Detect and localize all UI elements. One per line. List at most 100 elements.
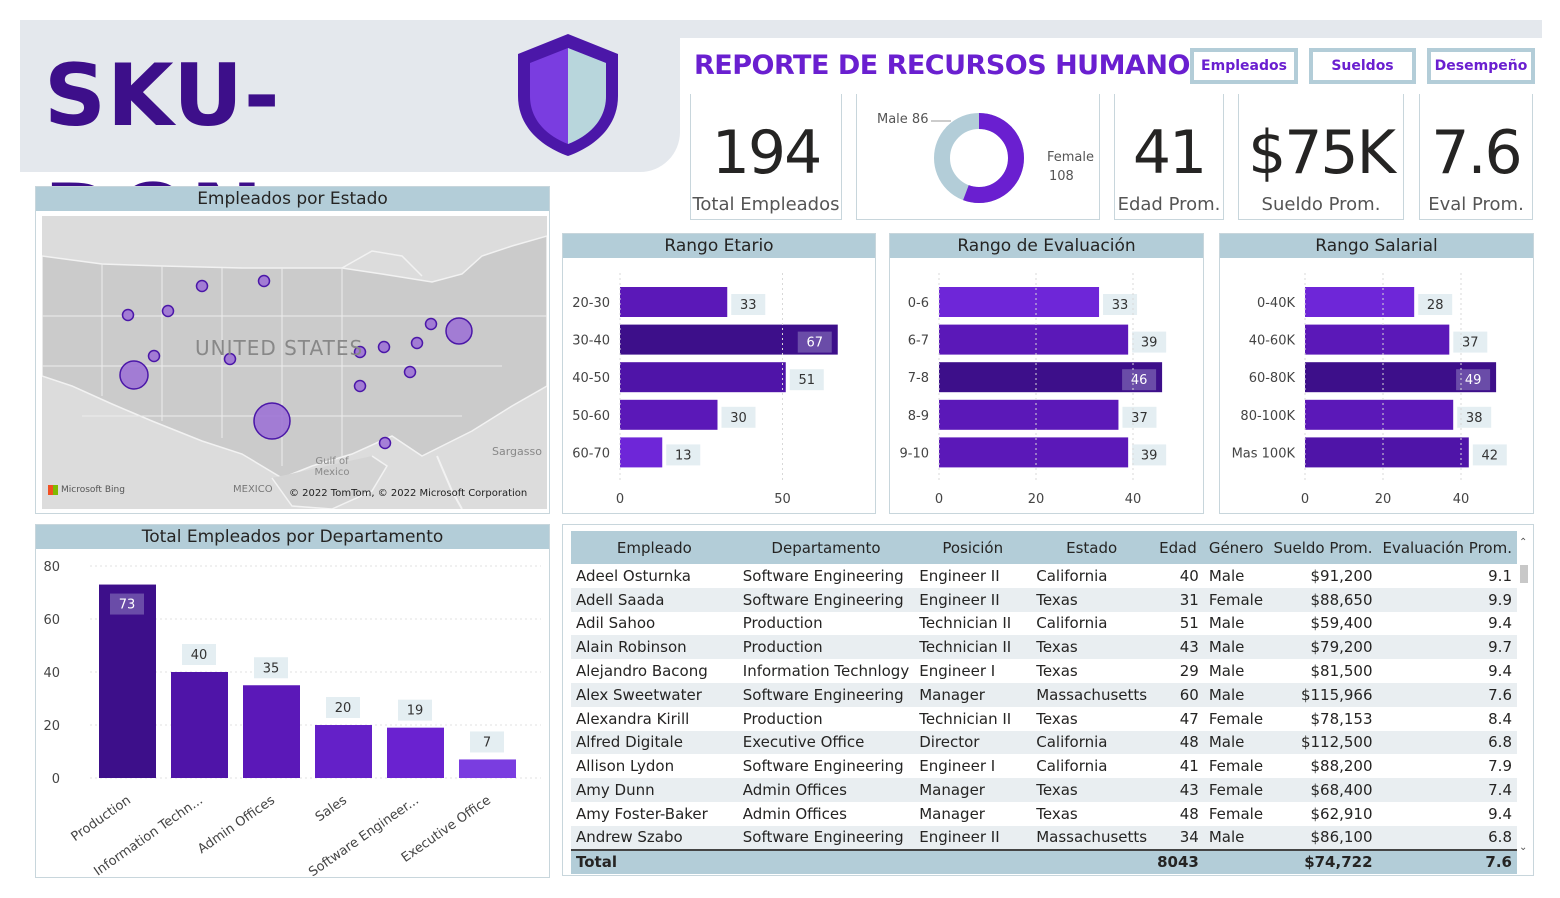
col-estado[interactable]: Estado (1031, 531, 1153, 564)
col-empleado[interactable]: Empleado (571, 531, 738, 564)
axis-tick-label: 40 (1453, 492, 1470, 507)
table-row[interactable]: Alain Robinson Production Technician II Tex… (571, 635, 1517, 660)
table-cell: $78,153 (1310, 709, 1373, 728)
table-cell: Adell Saada (571, 587, 738, 612)
data-label-bg (731, 294, 766, 315)
table-cell: Adeel Osturnka (576, 566, 691, 585)
table-scrollbar[interactable]: ⌃ ⌄ (1517, 537, 1531, 853)
map-bubble (161, 304, 175, 318)
table-cell: Texas (1036, 709, 1078, 728)
table-row[interactable]: Andrew Szabo Software Engineering Engineer… (571, 825, 1517, 850)
eval-chart-panel: Rango de Evaluación 0-6 33 6-7 39 7-8 46 8-9 37… (889, 233, 1204, 514)
map-bubble (353, 345, 367, 359)
scroll-thumb[interactable] (1520, 565, 1528, 583)
bar (1305, 287, 1415, 317)
table-cell: Female (1203, 778, 1269, 802)
map-sargasso-label: Sargasso (492, 445, 542, 458)
table-row[interactable]: Alexandra Kirill Production Technician II T… (571, 707, 1517, 731)
map-canvas[interactable]: UNITED STATES Gulf of Mexico Sargasso ME… (42, 216, 547, 509)
col-evaluacion[interactable]: Evaluación Prom. (1377, 531, 1517, 564)
department-category-label: Admin Offices (195, 793, 278, 857)
table-cell: Alejandro Bacong (576, 662, 708, 681)
table-cell: 48 (1152, 730, 1204, 755)
eval-bar-chart: 0-6 33 6-7 39 7-8 46 8-9 37 9-10 39 0 20 40 (899, 273, 1167, 507)
table-cell: 31 (1152, 587, 1204, 612)
data-label-bg (110, 593, 144, 615)
age-bar-chart: 20-30 33 30-40 67 40-50 51 50-60 30 60-70 13 0 50 (572, 273, 838, 507)
bing-logo: Microsoft Bing (48, 485, 125, 495)
chevron-down-icon[interactable]: ⌄ (1519, 842, 1528, 853)
salary-bar-chart: 0-40K 28 40-60K 37 60-80K 49 80-100K 38 Mas 100K… (1232, 273, 1507, 507)
salary-chart-title: Rango Salarial (1220, 234, 1533, 258)
table-cell: 47 (1179, 709, 1199, 728)
table-row[interactable]: Amy Foster-Baker Admin Offices Manager Texa… (571, 802, 1517, 826)
table-cell: Engineer I (919, 757, 996, 776)
col-posicion[interactable]: Posición (914, 531, 1032, 564)
data-label: 13 (675, 448, 692, 463)
table-cell: 40 (1179, 566, 1199, 585)
data-label: 30 (730, 411, 747, 426)
kpi-value: 194 (711, 118, 823, 188)
table-cell: Andrew Szabo (571, 825, 738, 850)
department-bar (387, 727, 444, 778)
table-cell: Technician II (914, 635, 1032, 660)
map-bubble (353, 379, 367, 393)
col-genero[interactable]: Género (1203, 531, 1269, 564)
department-data-label: 35 (263, 661, 280, 676)
shield-icon (518, 34, 618, 156)
table-row[interactable]: Alejandro Bacong Information Technlogy Eng… (571, 659, 1517, 683)
table-cell: $62,910 (1310, 804, 1373, 823)
bar (939, 399, 1119, 430)
table-cell: 9.4 (1488, 614, 1512, 633)
table-header-row: Empleado Departamento Posición Estado Ed… (571, 531, 1517, 564)
col-sueldo[interactable]: Sueldo Prom. (1268, 531, 1378, 564)
employee-table: Empleado Departamento Posición Estado Ed… (571, 531, 1517, 874)
table-cell: Software Engineering (737, 587, 915, 612)
table-cell: $91,200 (1310, 566, 1373, 585)
table-row[interactable]: Adell Saada Software Engineering Engineer … (571, 587, 1517, 612)
data-label: 67 (806, 336, 823, 351)
table-total-cell (914, 848, 1032, 874)
department-chart-title: Total Empleados por Departamento (36, 525, 549, 549)
axis-tick-label: 0 (935, 492, 943, 507)
map-country-label: UNITED STATES (195, 336, 364, 360)
table-row[interactable]: Allison Lydon Software Engineering Enginee… (571, 754, 1517, 778)
department-bar (459, 759, 516, 778)
table-cell: Software Engineering (737, 825, 915, 850)
table-cell: 7.6 (1377, 682, 1517, 707)
data-label-bg (1456, 369, 1491, 391)
table-row[interactable]: Adil Sahoo Production Technician II Califor… (571, 612, 1517, 636)
table-row[interactable]: Adeel Osturnka Software Engineering Engine… (571, 564, 1517, 588)
nav-sueldos-button[interactable]: Sueldos (1309, 48, 1416, 84)
nav-desempeno-button[interactable]: Desempeño (1427, 48, 1535, 84)
map-title: Empleados por Estado (36, 187, 549, 211)
table-cell: Female (1203, 587, 1269, 612)
table-cell: Massachusetts (1031, 825, 1153, 850)
table-cell: Admin Offices (742, 804, 847, 823)
col-departamento[interactable]: Departamento (737, 531, 915, 564)
table-cell: California (1036, 566, 1108, 585)
female-label: Female (1047, 150, 1095, 165)
table-cell: $81,500 (1310, 662, 1373, 681)
eval-chart-title: Rango de Evaluación (890, 234, 1203, 258)
axis-tick-label: 20 (1375, 492, 1392, 507)
table-row[interactable]: Alex Sweetwater Software Engineering Manag… (571, 682, 1517, 707)
department-bar (243, 685, 300, 778)
chevron-up-icon[interactable]: ⌃ (1519, 537, 1528, 548)
table-row[interactable]: Amy Dunn Admin Offices Manager Texas 43 Femal… (571, 778, 1517, 802)
bing-label: Microsoft Bing (61, 485, 125, 495)
map-bubble (257, 274, 271, 288)
nav-empleados-button[interactable]: Empleados (1190, 48, 1298, 84)
bar-category-label: 60-70 (572, 446, 610, 461)
map-bubble (147, 349, 161, 363)
table-cell: Executive Office (737, 730, 915, 755)
table-cell: Technician II (919, 709, 1012, 728)
bar (620, 399, 718, 430)
table-cell: Engineer I (919, 662, 996, 681)
table-row[interactable]: Alfred Digitale Executive Office Director C… (571, 730, 1517, 755)
table-cell: Production (742, 709, 823, 728)
data-label-bg (1122, 369, 1157, 391)
table-cell: 8.4 (1488, 709, 1512, 728)
col-edad[interactable]: Edad (1152, 531, 1204, 564)
bar-category-label: 0-6 (908, 296, 929, 311)
